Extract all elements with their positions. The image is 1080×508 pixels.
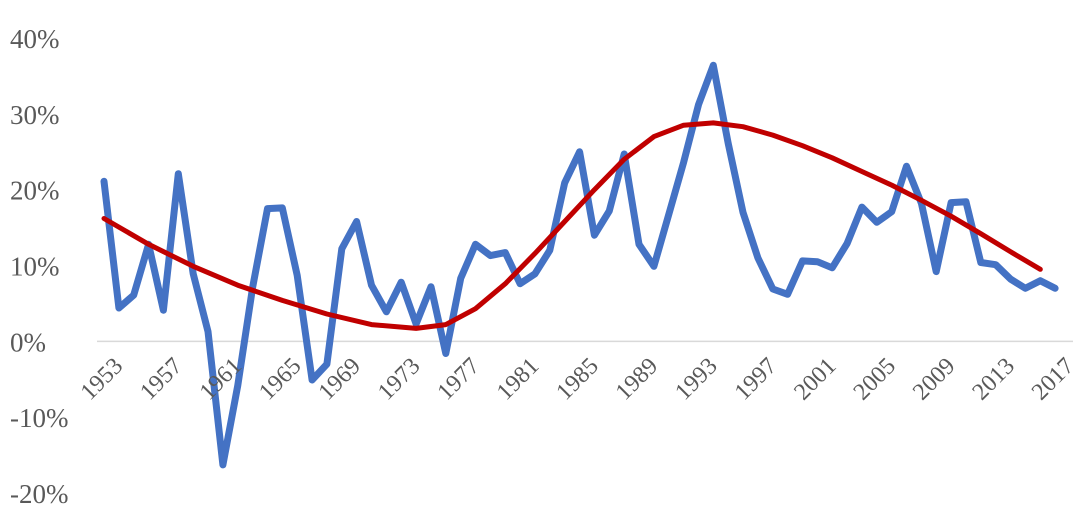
x-tick-label: 1997	[730, 353, 782, 405]
x-tick-label: 1965	[254, 353, 306, 405]
x-tick-label: 2013	[968, 353, 1020, 405]
y-tick-label: -20%	[10, 479, 68, 508]
y-tick-label: -10%	[10, 403, 68, 433]
y-tick-label: 10%	[10, 252, 60, 282]
y-tick-label: 0%	[10, 327, 46, 357]
x-tick-label: 2009	[908, 353, 960, 405]
y-tick-label: 20%	[10, 176, 60, 206]
y-tick-label: 30%	[10, 100, 60, 130]
x-tick-label: 1973	[373, 353, 425, 405]
series-line-annual	[100, 61, 1059, 469]
x-tick-label: 1993	[670, 353, 722, 405]
x-tick-label: 1969	[314, 353, 366, 405]
x-axis-ticks: 1953 1957 1961 1965 1969 1973 1977 1981 1985 1989…	[76, 353, 1079, 405]
series-line-trend	[101, 120, 1043, 331]
y-axis-ticks: 40% 30% 20% 10% 0% -10% -20%	[10, 24, 68, 508]
x-tick-label: 2005	[849, 353, 901, 405]
x-tick-label: 1981	[492, 353, 544, 405]
series-layer	[100, 61, 1059, 469]
x-tick-label: 1977	[433, 353, 485, 405]
x-tick-label: 1989	[611, 353, 663, 405]
x-tick-label: 2001	[789, 353, 841, 405]
x-tick-label: 2017	[1027, 353, 1079, 405]
y-tick-label: 40%	[10, 24, 60, 54]
x-tick-label: 1957	[135, 353, 187, 405]
x-tick-label: 1985	[552, 353, 604, 405]
x-tick-label: 1953	[76, 353, 128, 405]
